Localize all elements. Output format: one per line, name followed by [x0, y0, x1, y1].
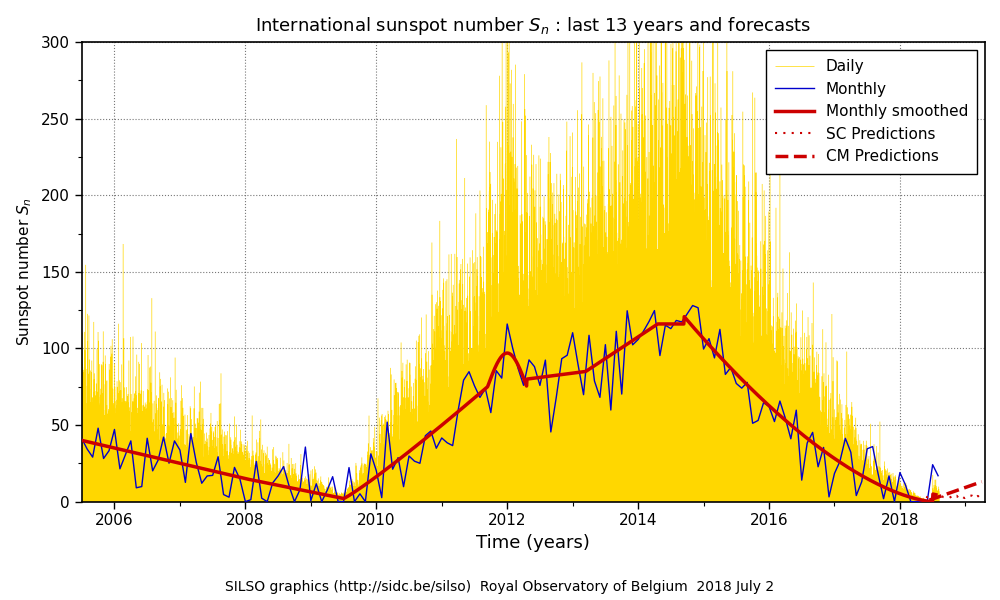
- Line: CM Predictions: CM Predictions: [929, 482, 982, 500]
- SC Predictions: [964, 492, 976, 499]
- CM Predictions: [970, 480, 982, 487]
- SC Predictions: [928, 493, 940, 500]
- SC Predictions: [972, 492, 984, 499]
- SC Predictions: [937, 493, 949, 500]
- SC Predictions: [920, 493, 932, 500]
- Monthly smoothed: [926, 498, 938, 505]
- Daily: [873, 498, 885, 505]
- CM Predictions: [938, 491, 950, 499]
- CM Predictions: [959, 484, 971, 491]
- Monthly smoothed: [930, 491, 942, 499]
- CM Predictions: [965, 482, 977, 489]
- SC Predictions: [970, 494, 982, 502]
- SC Predictions: [962, 492, 974, 499]
- Monthly: [687, 302, 699, 309]
- CM Predictions: [949, 488, 961, 495]
- SC Predictions: [932, 493, 944, 500]
- Line: Monthly smoothed: Monthly smoothed: [82, 317, 936, 502]
- SC Predictions: [957, 493, 969, 500]
- SC Predictions: [955, 494, 967, 501]
- CM Predictions: [961, 483, 973, 490]
- CM Predictions: [967, 481, 979, 488]
- SC Predictions: [976, 495, 988, 502]
- CM Predictions: [969, 481, 981, 488]
- CM Predictions: [936, 492, 948, 499]
- X-axis label: Time (years): Time (years): [476, 534, 590, 552]
- Monthly smoothed: [905, 494, 917, 501]
- Line: Daily: Daily: [82, 42, 939, 502]
- SC Predictions: [930, 493, 942, 500]
- Daily: [359, 498, 371, 505]
- CM Predictions: [923, 497, 935, 504]
- Monthly: [670, 317, 682, 324]
- Daily: [125, 498, 137, 505]
- CM Predictions: [927, 495, 939, 502]
- SC Predictions: [941, 494, 953, 501]
- SC Predictions: [943, 494, 955, 502]
- SC Predictions: [960, 493, 972, 500]
- Monthly: [239, 498, 251, 505]
- SC Predictions: [945, 493, 957, 500]
- CM Predictions: [941, 490, 953, 497]
- Monthly smoothed: [491, 360, 503, 367]
- Daily: [76, 498, 88, 505]
- CM Predictions: [931, 494, 943, 501]
- Line: Monthly: Monthly: [82, 305, 938, 502]
- Monthly smoothed: [906, 494, 918, 501]
- CM Predictions: [950, 487, 962, 494]
- SC Predictions: [939, 494, 951, 501]
- SC Predictions: [949, 493, 961, 500]
- CM Predictions: [976, 478, 988, 485]
- Monthly: [223, 494, 235, 501]
- Line: SC Predictions: SC Predictions: [926, 496, 982, 499]
- Monthly: [878, 495, 890, 502]
- Monthly smoothed: [678, 313, 690, 320]
- CM Predictions: [947, 488, 959, 496]
- CM Predictions: [974, 479, 986, 486]
- SC Predictions: [958, 494, 970, 502]
- CM Predictions: [958, 484, 970, 491]
- SC Predictions: [966, 492, 978, 499]
- SC Predictions: [922, 494, 934, 501]
- CM Predictions: [943, 490, 955, 497]
- SC Predictions: [924, 494, 936, 501]
- CM Predictions: [940, 491, 952, 498]
- SC Predictions: [947, 492, 959, 499]
- CM Predictions: [934, 493, 946, 500]
- Daily: [389, 421, 401, 428]
- CM Predictions: [952, 487, 964, 494]
- SC Predictions: [968, 493, 980, 500]
- SC Predictions: [926, 494, 938, 502]
- CM Predictions: [954, 486, 966, 493]
- SC Predictions: [974, 494, 986, 502]
- Monthly: [932, 472, 944, 479]
- Monthly: [545, 428, 557, 436]
- Title: International sunspot number $S_{n}$ : last 13 years and forecasts: International sunspot number $S_{n}$ : l…: [255, 15, 812, 37]
- CM Predictions: [929, 494, 941, 502]
- Legend: Daily, Monthly, Monthly smoothed, SC Predictions, CM Predictions: Daily, Monthly, Monthly smoothed, SC Pre…: [766, 50, 977, 173]
- Monthly smoothed: [76, 437, 88, 444]
- CM Predictions: [945, 489, 957, 496]
- Monthly smoothed: [119, 447, 131, 454]
- CM Predictions: [956, 485, 968, 492]
- SC Predictions: [934, 493, 946, 500]
- Y-axis label: Sunspot number $S_{n}$: Sunspot number $S_{n}$: [15, 197, 34, 346]
- Monthly: [163, 460, 175, 467]
- CM Predictions: [972, 479, 984, 487]
- SC Predictions: [953, 495, 965, 502]
- Monthly smoothed: [749, 389, 761, 396]
- Monthly: [76, 435, 88, 442]
- Monthly smoothed: [468, 394, 480, 401]
- Monthly: [392, 454, 404, 461]
- SC Predictions: [951, 492, 963, 499]
- Text: SILSO graphics (http://sidc.be/silso)  Royal Observatory of Belgium  2018 July 2: SILSO graphics (http://sidc.be/silso) Ro…: [225, 580, 775, 594]
- SC Predictions: [935, 493, 947, 500]
- Daily: [597, 498, 609, 505]
- CM Predictions: [925, 496, 937, 503]
- CM Predictions: [963, 482, 975, 490]
- CM Predictions: [932, 493, 944, 500]
